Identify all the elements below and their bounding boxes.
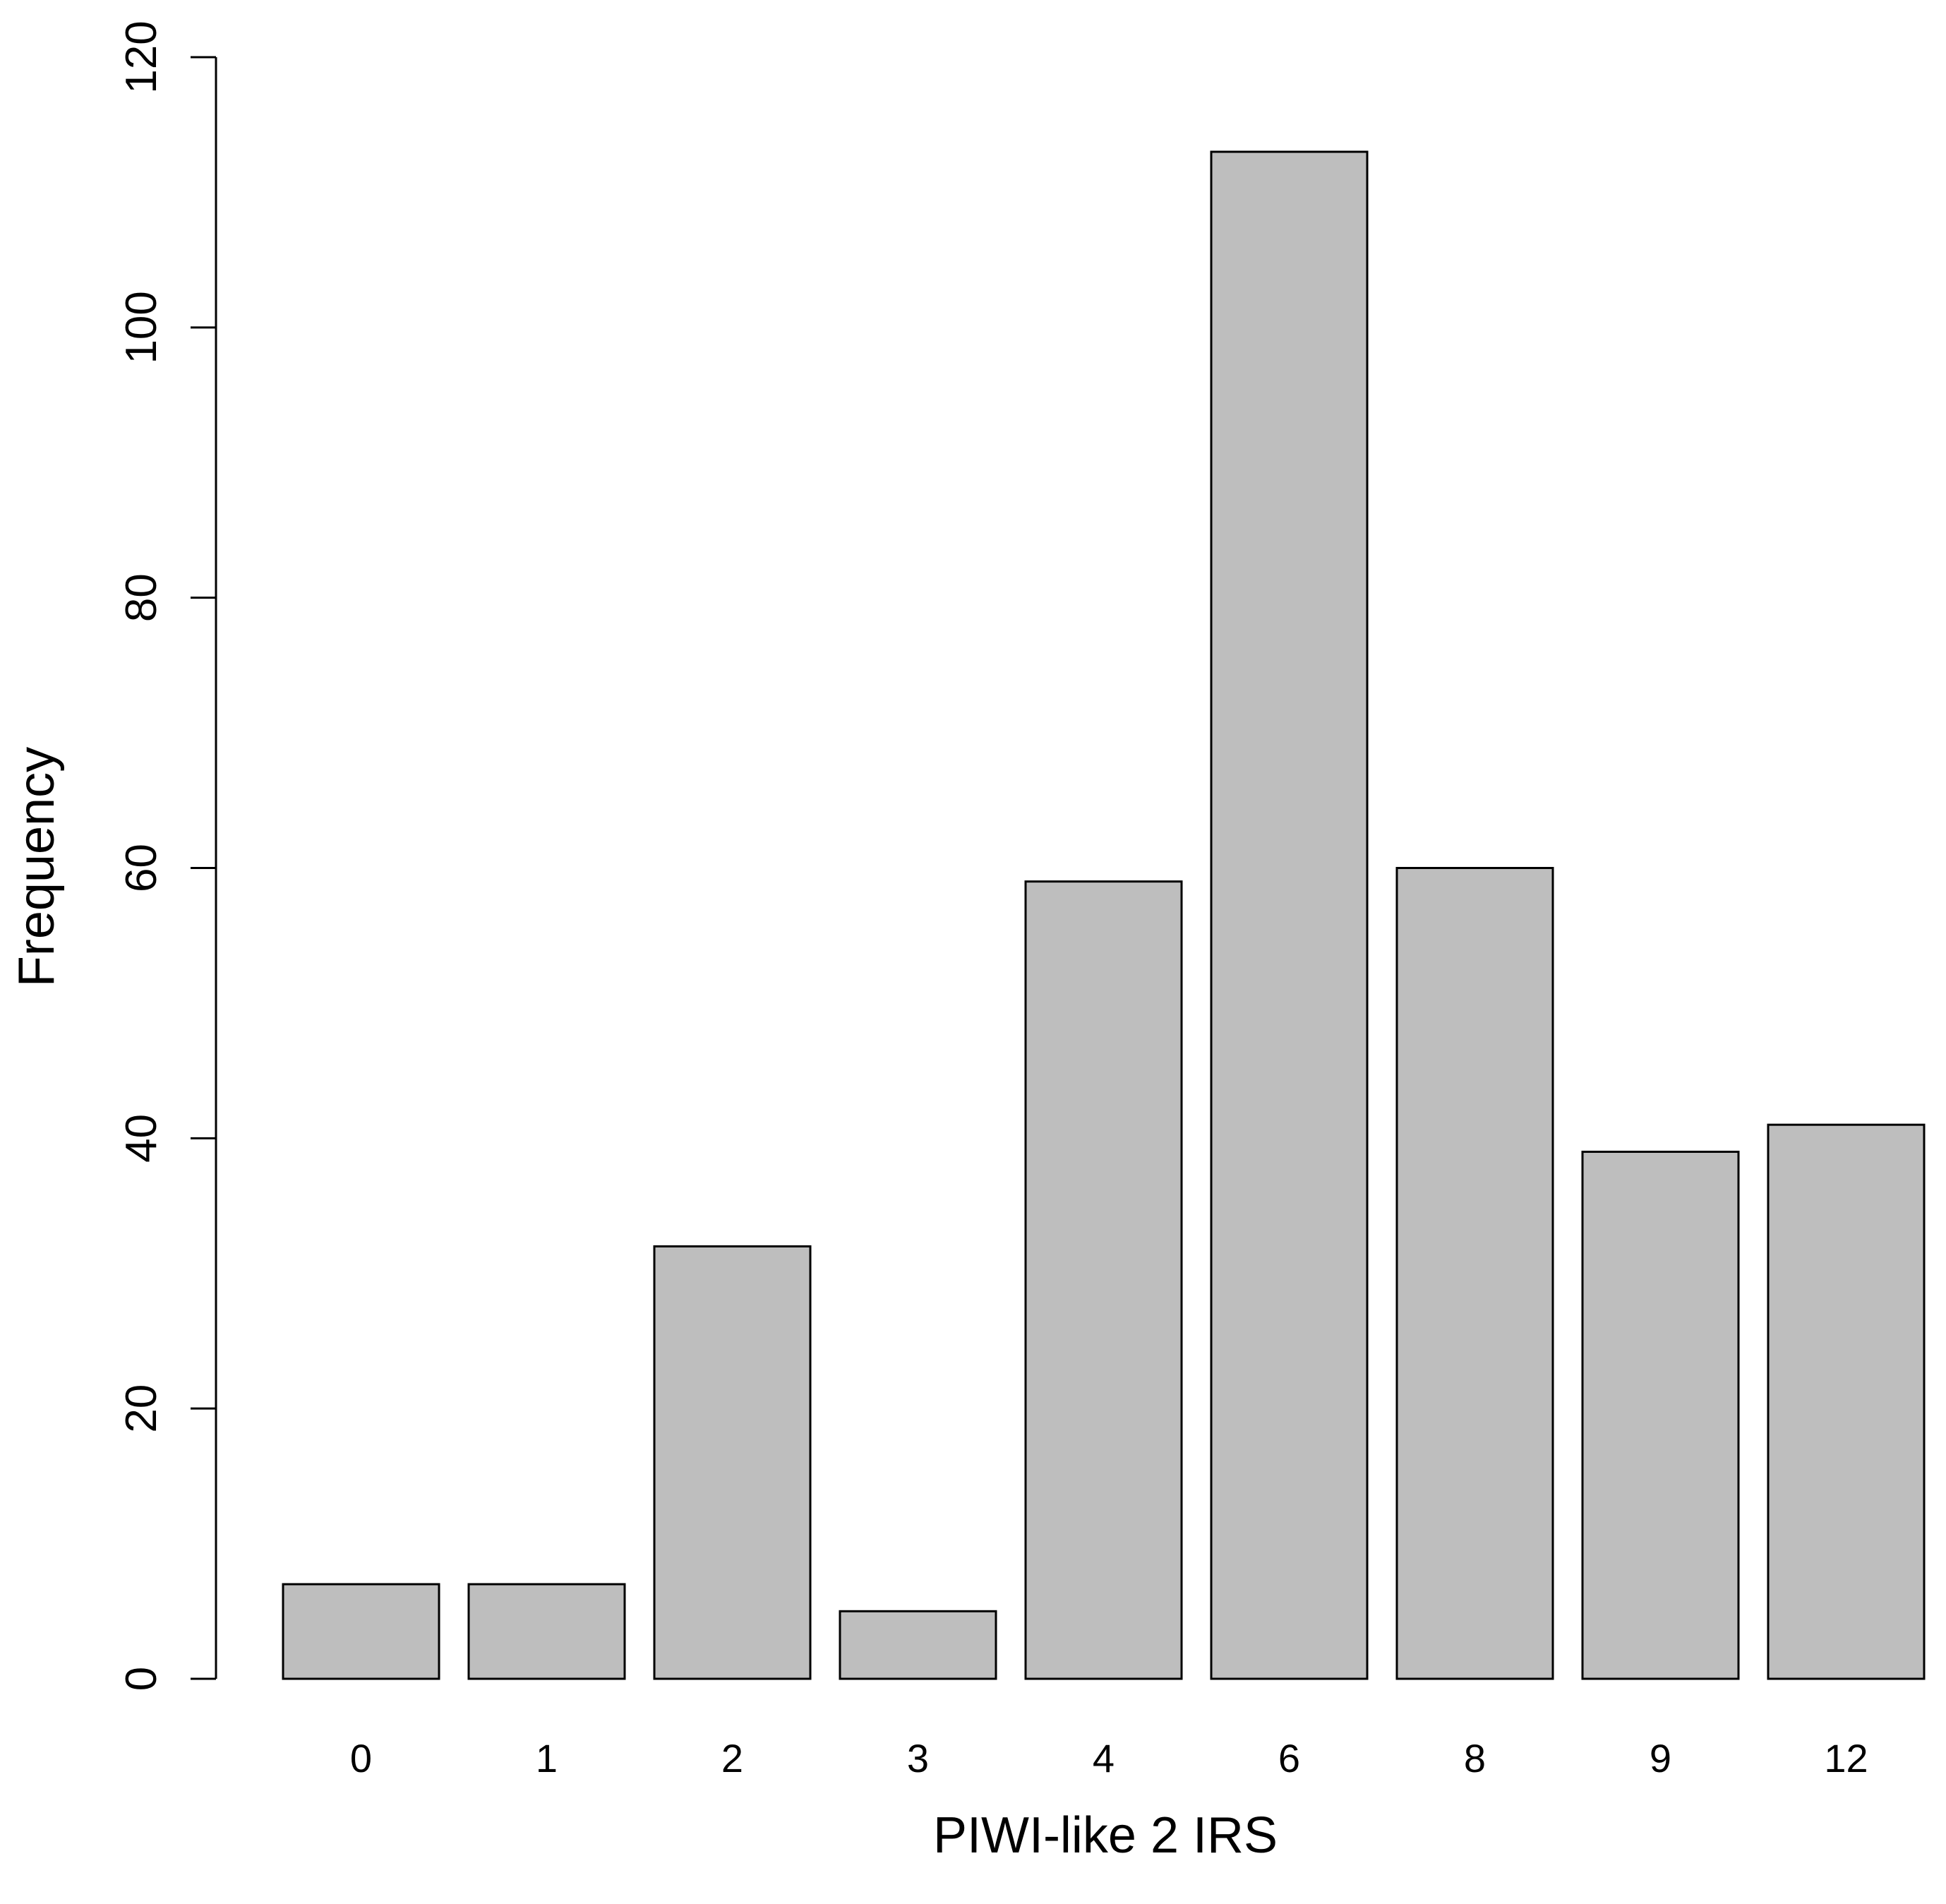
x-tick-label-2: 2: [721, 1736, 743, 1780]
y-axis: 0 20 40 60 80 100 120: [117, 20, 217, 1691]
bar-2: [653, 1245, 812, 1680]
y-tick-label-20: 20: [117, 1384, 166, 1433]
bar-9: [1581, 1150, 1740, 1680]
x-tick-label-9: 9: [1650, 1736, 1671, 1780]
x-tick-label-0: 0: [350, 1736, 372, 1780]
x-axis-label: PIWI-like 2 IRS: [933, 1807, 1278, 1864]
x-tick-labels: 0 1 2 3 4 6 8 9 12: [350, 1736, 1868, 1780]
x-tick-label-6: 6: [1278, 1736, 1300, 1780]
y-tick-label-120: 120: [117, 20, 166, 93]
y-tick-label-60: 60: [117, 844, 166, 892]
x-tick-label-12: 12: [1824, 1736, 1868, 1780]
y-tick-label-100: 100: [117, 291, 166, 364]
x-tick-label-4: 4: [1093, 1736, 1115, 1780]
bar-6: [1210, 150, 1369, 1680]
y-tick-label-0: 0: [117, 1667, 166, 1691]
bar-3: [839, 1610, 997, 1680]
y-tick-label-80: 80: [117, 573, 166, 622]
bar-8: [1395, 867, 1554, 1680]
bar-4: [1024, 880, 1183, 1680]
bar-1: [467, 1583, 626, 1680]
y-tick-label-40: 40: [117, 1114, 166, 1163]
x-tick-label-8: 8: [1464, 1736, 1486, 1780]
bar-12: [1767, 1123, 1926, 1680]
x-tick-label-3: 3: [907, 1736, 929, 1780]
bar-0: [282, 1583, 440, 1680]
bars-layer: [282, 150, 1926, 1680]
y-axis-label: Frequency: [8, 747, 65, 987]
x-tick-label-1: 1: [536, 1736, 558, 1780]
